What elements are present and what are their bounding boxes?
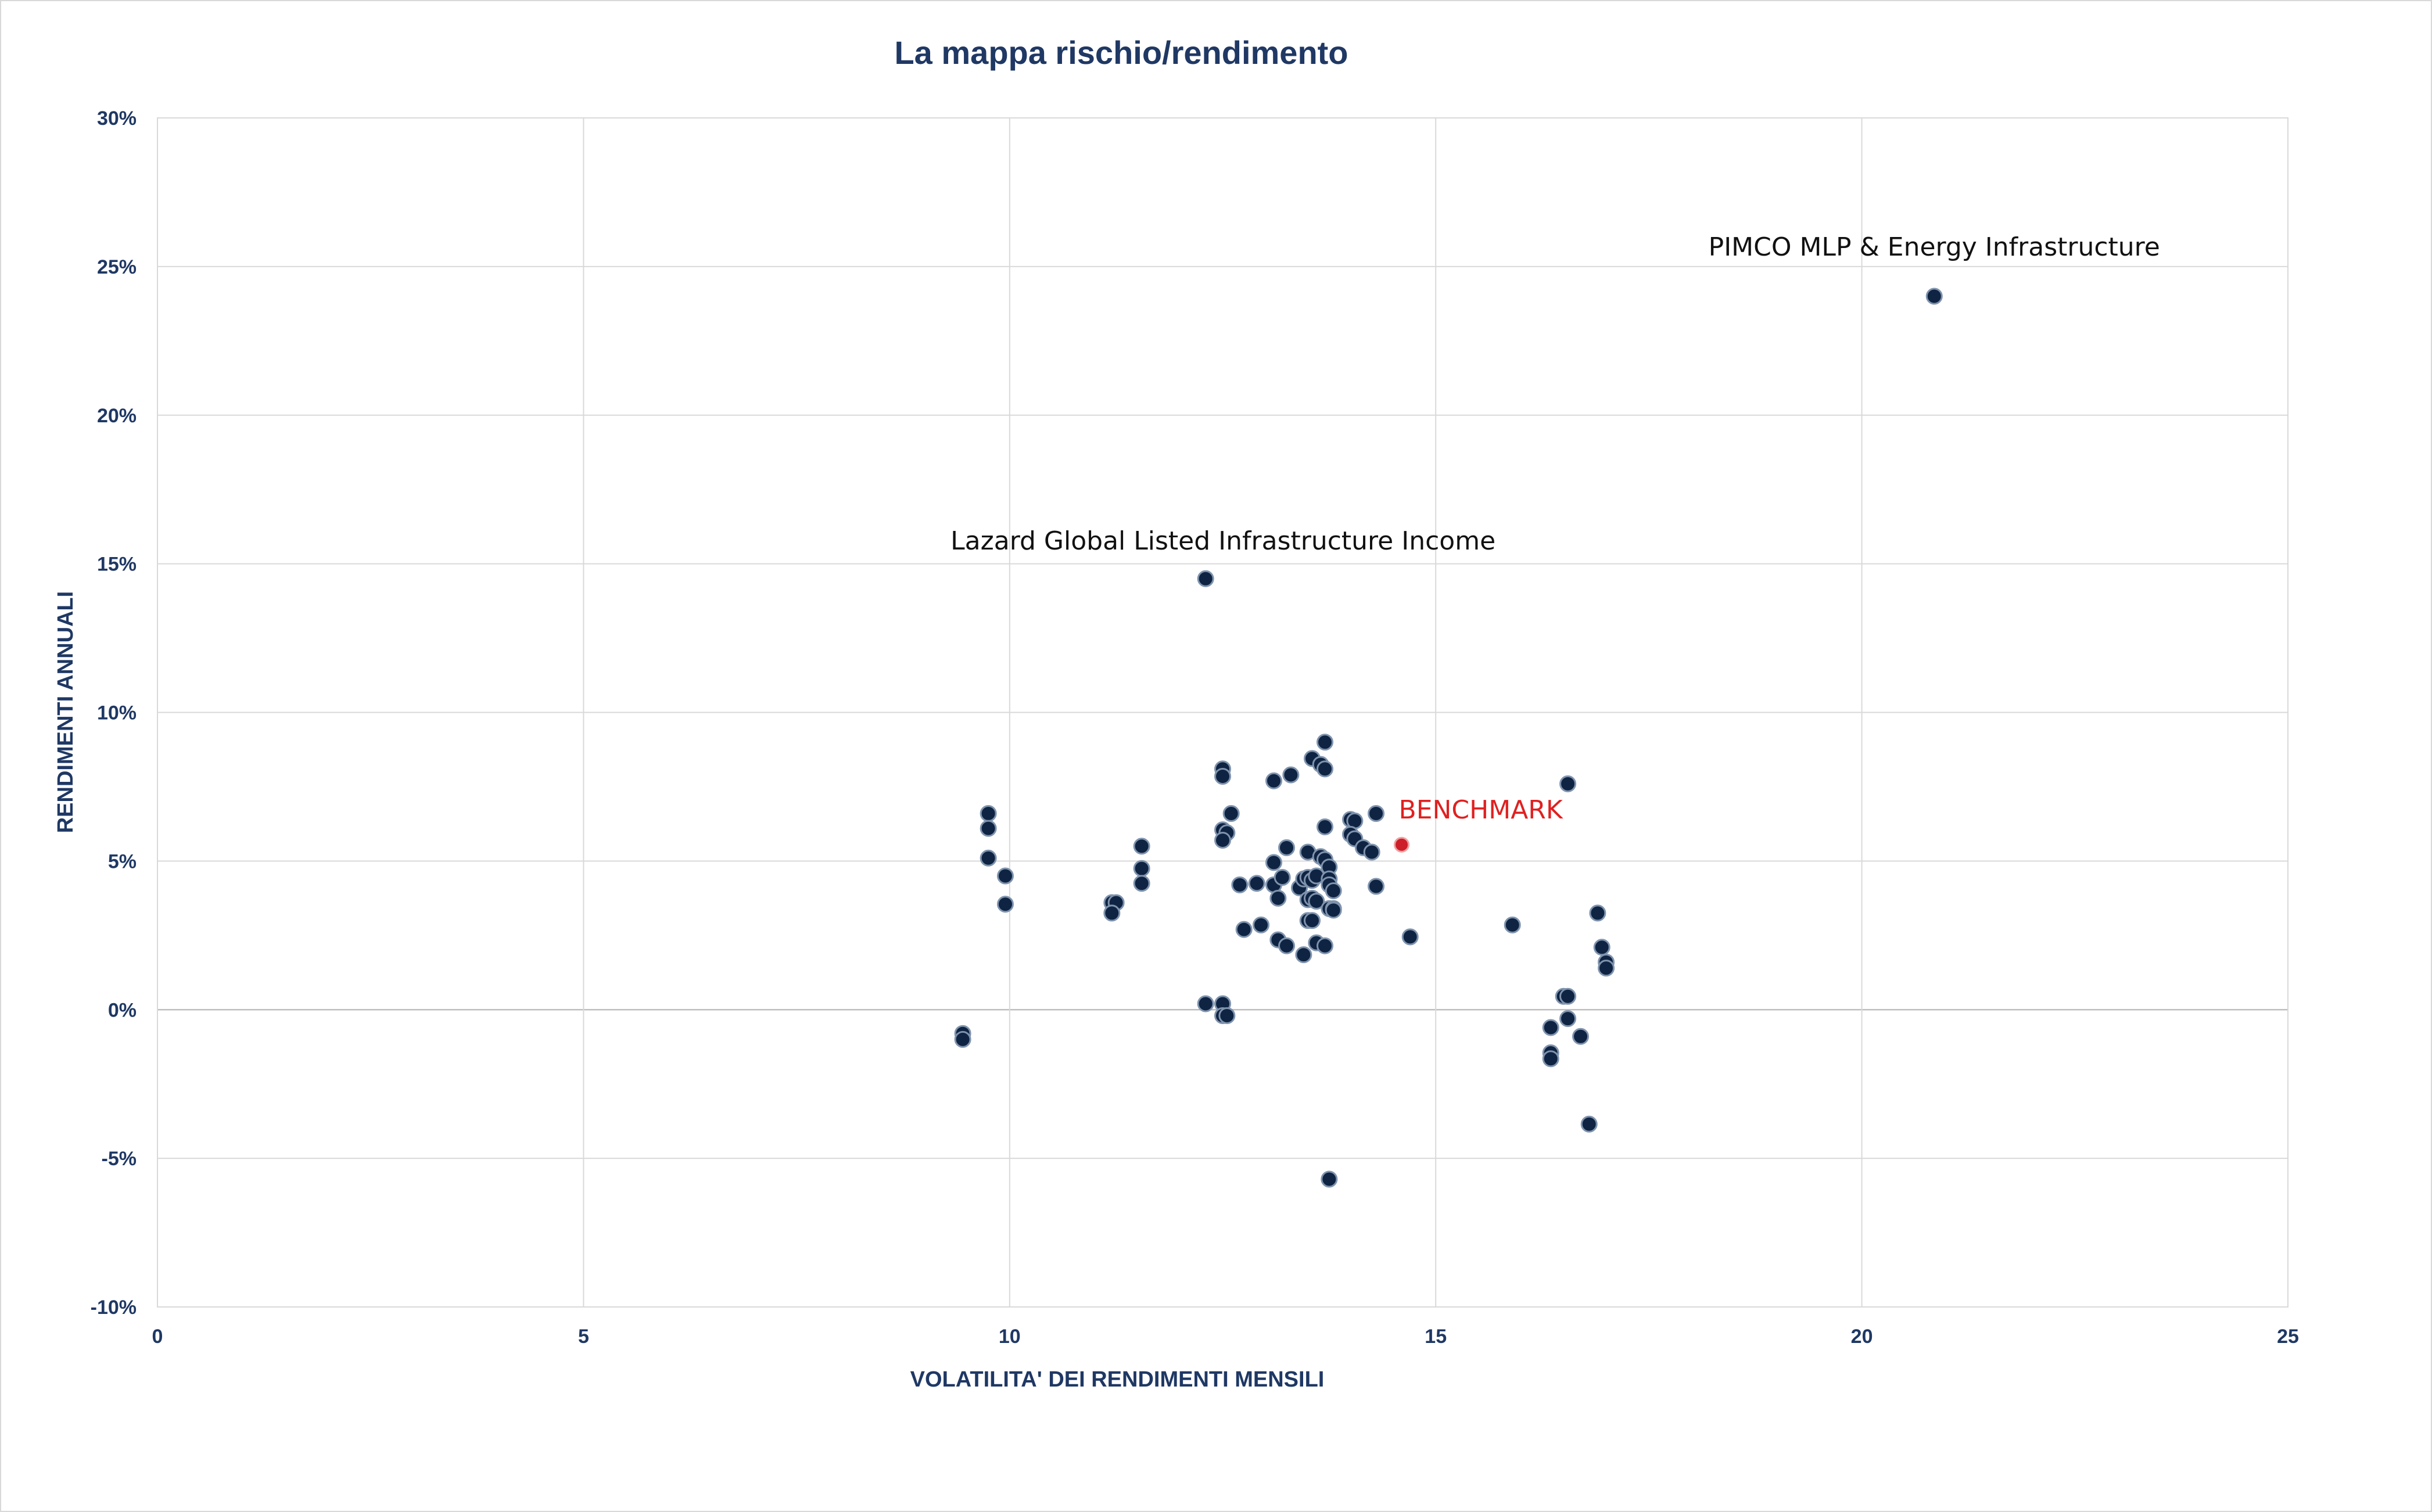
x-tick-label: 5 [578,1326,589,1348]
fund-point [1265,854,1283,871]
fund-point [1253,916,1270,933]
annotations: PIMCO MLP & Energy Infrastructure Lazard … [950,232,2160,825]
fund-point [1274,869,1291,886]
fund-point [1278,839,1296,856]
y-tick-label: 30% [97,107,137,130]
fund-point [1559,987,1577,1005]
fund-point [1325,882,1342,900]
y-tick-label: 5% [108,850,137,872]
fund-point [1317,760,1334,778]
fund-point [1598,960,1615,977]
fund-point [1197,570,1214,587]
fund-point [1401,928,1419,946]
fund-point [1295,946,1312,964]
fund-point [980,849,997,867]
fund-point [1218,1007,1236,1024]
data-points [954,288,1943,1188]
fund-point [1363,843,1380,861]
x-tick-label: 20 [1851,1326,1873,1348]
fund-point [1214,832,1231,849]
fund-point [1325,902,1342,919]
annotation-pimco: PIMCO MLP & Energy Infrastructure [1709,232,2160,262]
fund-point [1368,878,1385,895]
fund-point [1265,772,1283,789]
y-axis-label: RENDIMENTI ANNUALI [53,591,78,834]
fund-point [1269,889,1287,907]
fund-point [1248,875,1265,892]
fund-point [1580,1115,1598,1133]
y-tick-label: 0% [108,999,137,1021]
fund-point [1308,892,1325,910]
fund-point [1925,288,1943,305]
fund-point [980,805,997,822]
fund-point [980,820,997,837]
grid-lines [157,117,2288,1308]
fund-point [1214,768,1231,785]
fund-point [1317,734,1334,751]
fund-point [1504,916,1521,933]
fund-point [1368,805,1385,822]
y-tick-label: 10% [97,702,137,724]
fund-point [1317,937,1334,954]
fund-point [1222,805,1240,822]
fund-point [954,1030,971,1048]
fund-point [1103,904,1121,922]
y-tick-label: -10% [91,1296,137,1319]
x-tick-label: 15 [1425,1326,1447,1348]
x-tick-label: 0 [152,1326,163,1348]
fund-point [1133,875,1150,892]
fund-point [1133,860,1150,877]
fund-point [1282,766,1300,784]
x-axis-label: VOLATILITA' DEI RENDIMENTI MENSILI [910,1367,1325,1392]
annotation-lazard: Lazard Global Listed Infrastructure Inco… [950,526,1495,556]
fund-point [1572,1028,1590,1045]
fund-point [996,867,1014,885]
fund-point [1593,939,1610,956]
tick-labels: -10% -5% 0% 5% 10% 15% 20% 25% 30% 0 5 10 15 20 25 [91,107,2299,1348]
fund-point [1235,921,1253,938]
fund-point [1559,1010,1577,1028]
chart-title: La mappa rischio/rendimento [894,34,1348,71]
x-tick-label: 10 [999,1326,1021,1348]
fund-point [1559,775,1577,792]
fund-point [1542,1050,1559,1068]
fund-point [1317,818,1334,836]
y-tick-label: 15% [97,554,137,576]
y-tick-label: 20% [97,405,137,427]
y-tick-label: -5% [102,1148,137,1170]
y-tick-label: 25% [97,256,137,278]
fund-point [1542,1019,1559,1036]
fund-point [1278,937,1296,954]
fund-point [1304,912,1321,929]
fund-point [1231,876,1249,893]
benchmark-point [1394,836,1410,853]
annotation-benchmark: BENCHMARK [1399,795,1563,825]
fund-point [1197,995,1214,1012]
fund-point [1133,838,1150,855]
fund-point [1321,1170,1338,1188]
fund-point [996,896,1014,913]
fund-point [1589,904,1606,922]
x-tick-label: 25 [2277,1326,2299,1348]
